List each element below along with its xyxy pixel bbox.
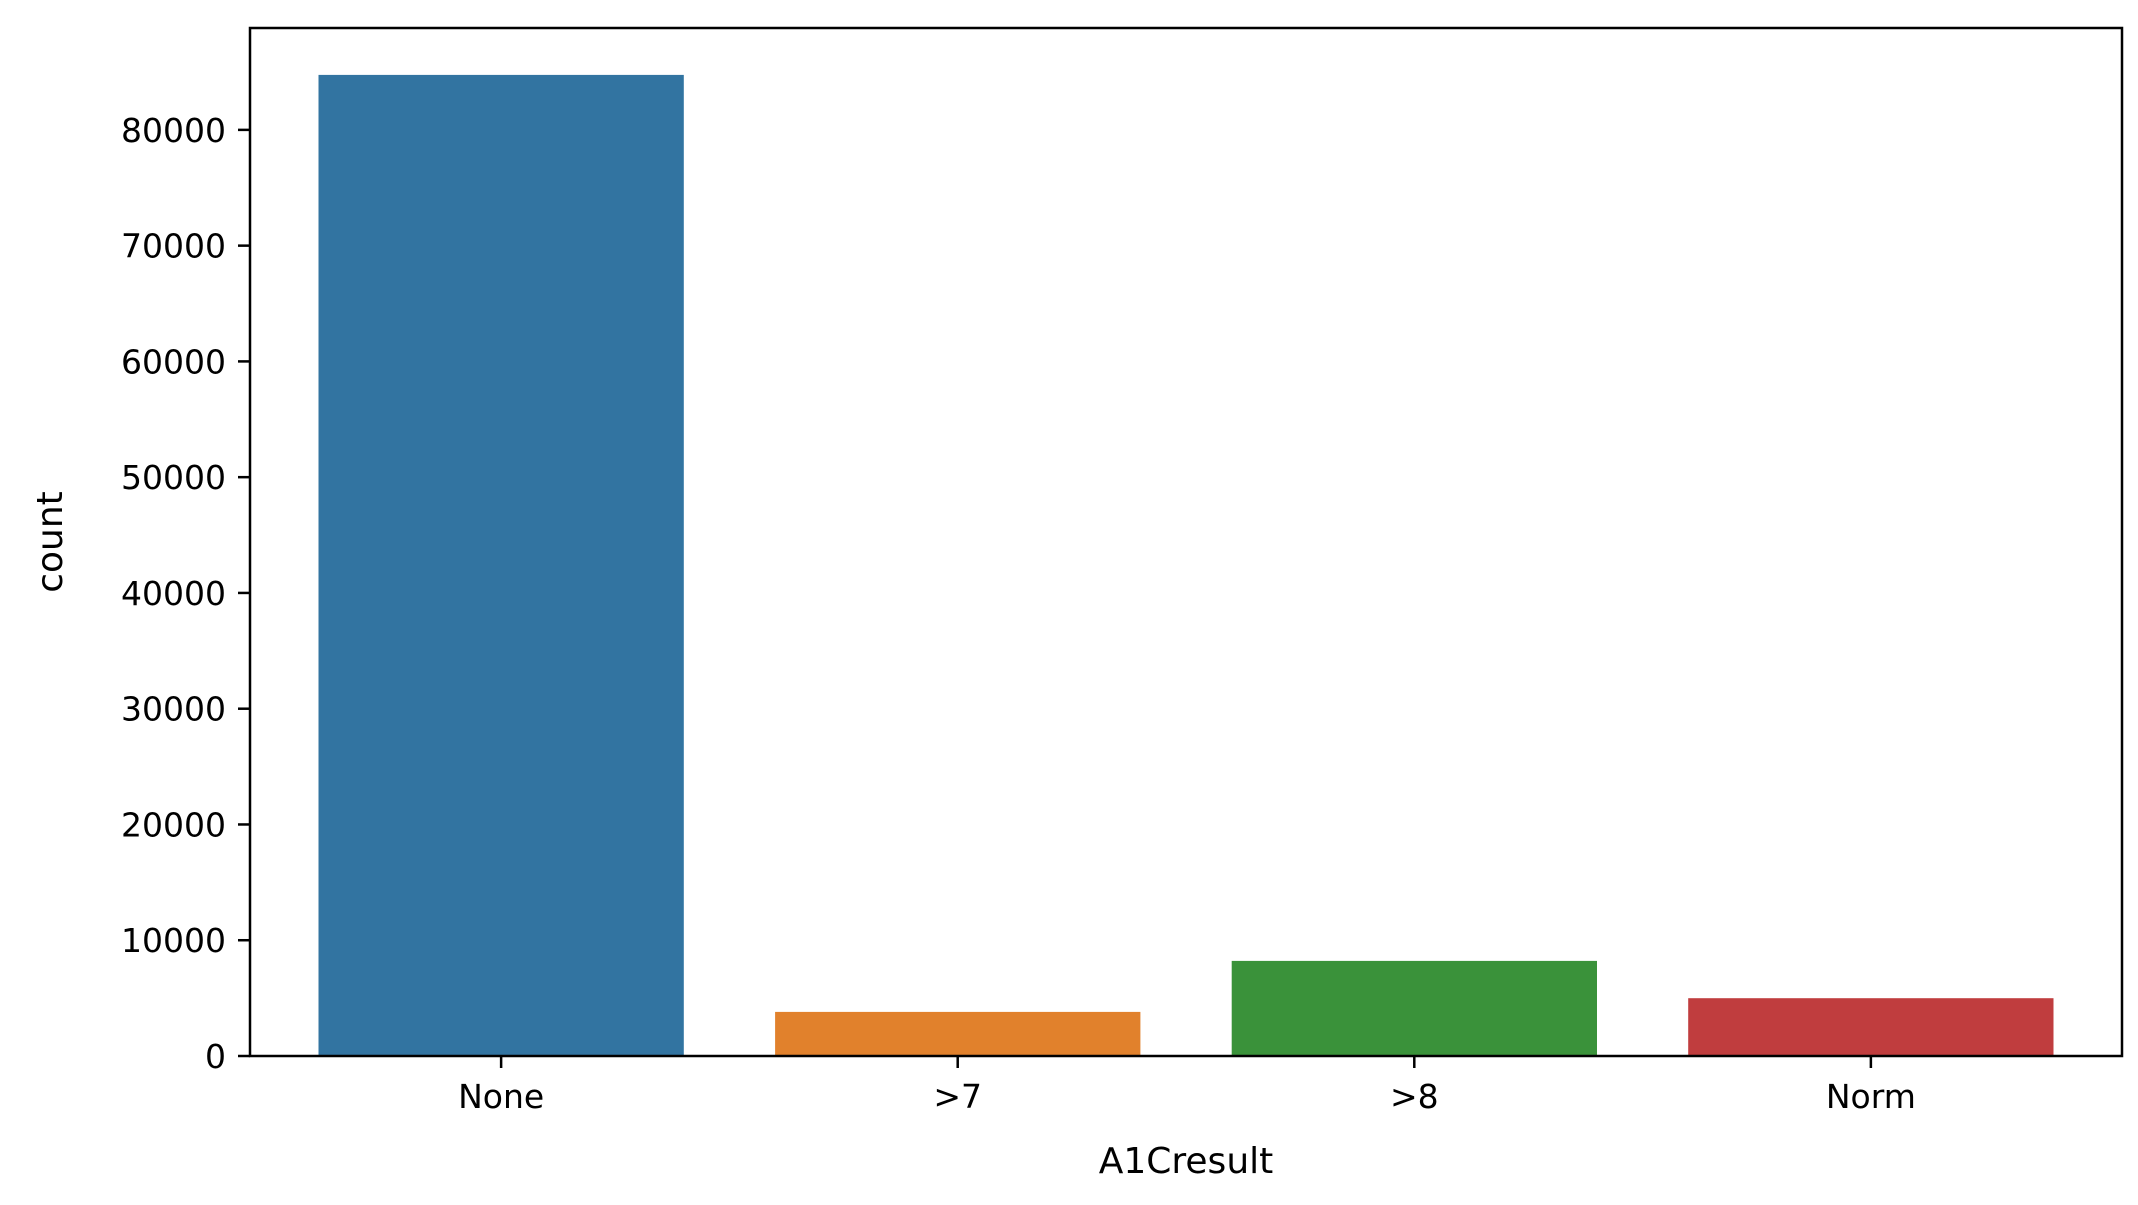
y-tick-label: 40000 bbox=[121, 574, 226, 613]
y-axis-label: count bbox=[30, 491, 71, 593]
y-tick-label: 70000 bbox=[121, 227, 226, 266]
axes-frame bbox=[248, 26, 2124, 1058]
bar-2 bbox=[1231, 960, 1597, 1056]
x-axis-ticks: None >7 >8 Norm bbox=[458, 1056, 1916, 1116]
x-tick-label: >8 bbox=[1390, 1077, 1439, 1116]
y-tick-label: 50000 bbox=[121, 458, 226, 497]
bar-1 bbox=[775, 1011, 1141, 1056]
y-tick-label: 80000 bbox=[121, 111, 226, 150]
y-tick-label: 10000 bbox=[121, 921, 226, 960]
x-tick-label: None bbox=[458, 1077, 544, 1116]
bar-0 bbox=[318, 74, 684, 1056]
bar-3 bbox=[1688, 998, 2054, 1056]
x-tick-label: >7 bbox=[933, 1077, 982, 1116]
x-axis-label: A1Cresult bbox=[1099, 1141, 1274, 1182]
y-tick-label: 30000 bbox=[121, 690, 226, 729]
y-axis-ticks: 0 10000 20000 30000 40000 50000 60000 70000 8000… bbox=[121, 111, 250, 1076]
y-tick-label: 60000 bbox=[121, 342, 226, 381]
bars-group bbox=[318, 74, 2054, 1056]
x-tick-label: Norm bbox=[1826, 1077, 1916, 1116]
y-tick-label: 0 bbox=[205, 1037, 226, 1076]
y-tick-label: 20000 bbox=[121, 805, 226, 844]
